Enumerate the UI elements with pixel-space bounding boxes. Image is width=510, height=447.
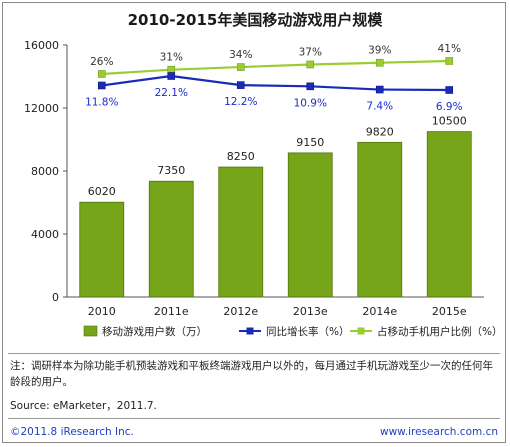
bar-value-label: 9150 [296,136,324,149]
share-marker [445,57,454,65]
x-tick-label: 2014e [362,305,397,318]
share-value-label: 31% [160,52,183,64]
y-tick-label: 4000 [31,228,59,241]
legend-growth-label: 同比增长率（%） [266,325,349,338]
x-tick-label: 2011e [154,305,189,318]
growth-marker [306,82,315,91]
share-line [101,59,450,76]
growth-value-label: 12.2% [224,96,257,108]
y-tick-label: 16000 [24,39,59,52]
growth-marker [375,85,384,94]
bar [218,166,264,298]
share-marker [306,60,315,69]
bar-value-label: 8250 [227,150,255,163]
bar [79,201,125,298]
legend-share-label: 占移动手机用户比例（%） [377,325,502,338]
legend-bar-label: 移动游戏用户数（万） [102,325,207,338]
x-tick-label: 2012e [223,305,258,318]
y-tick-label: 0 [52,291,59,304]
bar-value-label: 6020 [88,185,116,198]
bar [287,152,333,298]
divider-top [8,353,500,354]
share-value-label: 34% [229,49,252,61]
growth-marker [167,72,176,80]
share-marker [97,70,106,78]
source-text: Source: eMarketer，2011.7. [10,400,157,412]
bar [426,131,472,298]
growth-value-label: 6.9% [436,101,463,113]
legend-share-marker [357,327,365,335]
share-value-label: 26% [90,56,113,68]
copyright-text: ©2011.8 iResearch Inc. [10,426,134,438]
bar-value-label: 7350 [157,164,185,177]
share-marker [375,58,384,67]
bar-value-label: 10500 [432,115,467,128]
growth-value-label: 11.8% [85,96,118,108]
bar-value-label: 9820 [366,125,394,138]
x-tick-label: 2015e [432,305,467,318]
y-tick-label: 8000 [31,165,59,178]
x-tick-label: 2013e [293,305,328,318]
share-value-label: 37% [299,46,322,58]
bar [148,180,194,298]
growth-value-label: 10.9% [294,97,327,109]
website-link[interactable]: www.iresearch.com.cn [379,426,498,438]
y-tick-label: 12000 [24,102,59,115]
share-marker [167,65,176,74]
growth-value-label: 22.1% [155,87,188,99]
divider-bottom [8,418,500,419]
share-marker [236,63,245,71]
x-tick-label: 2010 [88,305,116,318]
legend-bar-swatch [83,325,98,337]
growth-line [101,74,450,92]
share-value-label: 41% [438,43,461,55]
share-value-label: 39% [368,45,391,57]
growth-marker [236,81,245,89]
growth-value-label: 7.4% [366,101,393,113]
footnote: 注：调研样本为除功能手机预装游戏和平板终端游戏用户以外的，每月通过手机玩游戏至少… [10,360,493,388]
growth-marker [97,81,106,90]
legend-growth-marker [246,327,254,335]
bar [357,141,403,298]
growth-marker [445,86,454,94]
chart-title: 2010-2015年美国移动游戏用户规模 [127,11,383,29]
